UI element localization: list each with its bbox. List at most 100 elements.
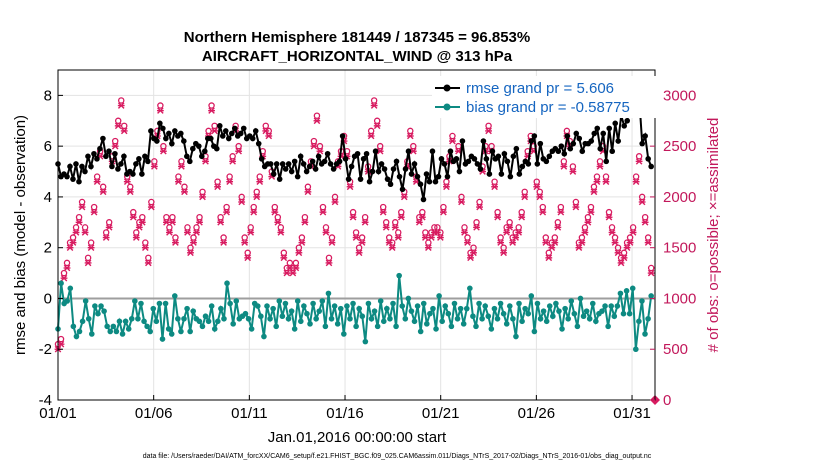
legend-rmse-label: rmse grand pr = 5.606 [466, 80, 614, 97]
assimilated-count-marker [578, 239, 586, 246]
assimilated-count-marker [247, 229, 255, 236]
bias-point [215, 318, 221, 325]
chart-subtitle: AIRCRAFT_HORIZONTAL_WIND @ 313 hPa [202, 48, 513, 65]
possible-count-marker [298, 234, 306, 241]
assimilated-count-marker [277, 229, 285, 236]
rmse-point [648, 163, 654, 170]
assimilated-count-marker [114, 122, 122, 130]
possible-count-marker [602, 173, 610, 180]
rmse-point [420, 196, 427, 203]
rmse-point [516, 171, 523, 177]
series-layer [54, 84, 660, 405]
assimilated-count-marker [193, 229, 200, 236]
possible-count-marker [117, 97, 125, 104]
assimilated-count-marker [370, 102, 378, 109]
bias-point [150, 305, 157, 312]
bias-point [380, 318, 387, 325]
possible-count-marker [410, 142, 417, 150]
assimilated-count-marker [587, 208, 595, 216]
rmse-point [148, 128, 154, 134]
rmse-point [97, 145, 103, 152]
rmse-point [91, 150, 97, 157]
possible-count-marker [145, 254, 152, 262]
x-tick-label: 01/01 [39, 405, 77, 422]
bias-point [331, 303, 338, 309]
assimilated-count-marker [304, 188, 312, 196]
possible-count-marker [75, 213, 83, 221]
assimilated-count-marker [560, 163, 568, 170]
assimilated-count-marker [605, 213, 613, 221]
bias-point [273, 323, 280, 330]
bias-point [76, 328, 83, 335]
assimilated-count-marker [166, 229, 173, 236]
bias-point [110, 323, 117, 330]
bias-point [350, 300, 356, 307]
bias-point [516, 300, 522, 307]
assimilated-count-marker [120, 127, 128, 135]
possible-count-marker [322, 224, 330, 231]
bias-point [313, 315, 319, 322]
assimilated-count-marker [449, 137, 456, 145]
rmse-point [381, 166, 388, 172]
bias-point [199, 323, 206, 330]
assimilated-count-marker [497, 239, 505, 246]
rmse-point [348, 163, 355, 170]
assimilated-count-marker [548, 244, 556, 251]
assimilated-count-marker [635, 158, 643, 165]
rmse-point [327, 161, 334, 167]
rmse-point [519, 163, 526, 170]
bias-point [617, 290, 624, 297]
bias-point [178, 328, 184, 335]
assimilated-count-marker [123, 178, 131, 185]
bias-point [359, 313, 366, 320]
bias-point [347, 315, 353, 322]
rmse-point [73, 161, 79, 167]
bias-point [233, 298, 240, 304]
assimilated-count-marker [256, 178, 264, 185]
bias-point [58, 280, 64, 287]
possible-count-marker [638, 193, 646, 201]
rmse-point [432, 178, 439, 185]
rmse-point [330, 166, 337, 172]
bias-point [636, 318, 642, 325]
bias-point [162, 300, 169, 307]
assimilated-count-marker [199, 193, 206, 201]
possible-count-marker [274, 213, 282, 221]
possible-count-marker [563, 127, 571, 135]
bias-point [537, 315, 544, 322]
assimilated-count-marker [316, 147, 324, 155]
rmse-point [606, 125, 613, 132]
rmse-point [136, 156, 142, 162]
bias-point [614, 303, 621, 309]
bias-point [144, 323, 150, 330]
assimilated-count-marker [614, 249, 622, 257]
bias-point [104, 323, 110, 330]
rmse-point [100, 135, 106, 142]
bias-point [506, 303, 513, 309]
possible-count-marker [554, 219, 562, 226]
bias-point [534, 300, 541, 307]
bias-point [64, 298, 71, 304]
bias-point [282, 300, 289, 307]
rmse-point [258, 156, 265, 162]
bias-point [73, 333, 80, 340]
possible-count-marker [470, 244, 477, 251]
rmse-point [79, 163, 85, 170]
bias-point [390, 300, 396, 307]
rmse-point [207, 135, 214, 142]
bias-point [525, 310, 532, 317]
bias-point [399, 303, 406, 309]
possible-count-marker [331, 193, 339, 201]
bias-point [279, 313, 286, 320]
assimilated-count-marker [99, 188, 107, 196]
legend: rmse grand pr = 5.606 bias grand pr = -0… [432, 76, 656, 118]
bias-point [334, 321, 341, 327]
possible-count-marker [584, 213, 592, 221]
bias-point [543, 318, 550, 325]
rmse-point [453, 156, 460, 162]
possible-count-marker [647, 264, 655, 272]
x-tick-label: 01/11 [231, 405, 267, 422]
rmse-point [249, 135, 256, 142]
possible-count-marker [551, 234, 559, 241]
bias-point [417, 328, 424, 335]
